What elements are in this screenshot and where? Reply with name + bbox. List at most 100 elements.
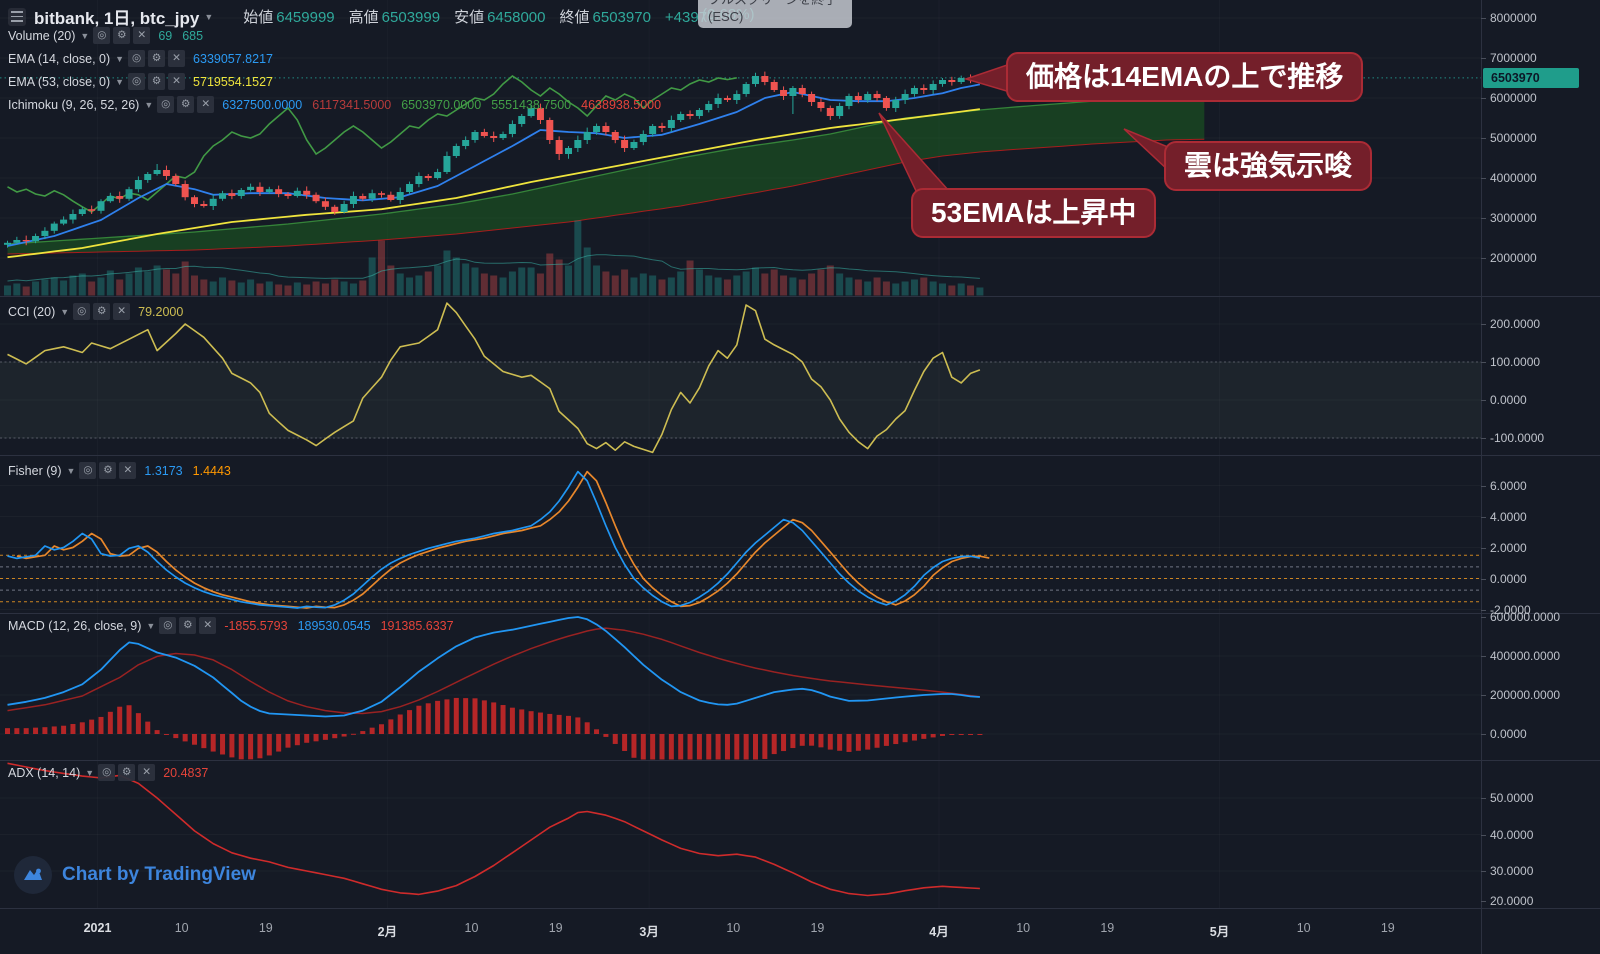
time-label: 4月: [929, 925, 949, 939]
chevron-down-icon[interactable]: ▼: [115, 53, 125, 64]
menu-icon[interactable]: [8, 7, 26, 26]
remove-indicator-button[interactable]: ✕: [197, 96, 215, 113]
price-scale-border: [1481, 0, 1482, 954]
indicator-title[interactable]: Volume (20): [8, 28, 76, 43]
indicator-buttons: ◎ ⚙ ✕: [159, 617, 217, 634]
hide-indicator-button[interactable]: ◎: [128, 73, 146, 90]
indicator-value: 6327500.0000: [222, 97, 303, 112]
remove-indicator-button[interactable]: ✕: [168, 50, 186, 67]
remove-indicator-button[interactable]: ✕: [133, 27, 151, 44]
pane-fisher: [0, 470, 1481, 609]
hide-indicator-button[interactable]: ◎: [93, 27, 111, 44]
chevron-down-icon[interactable]: ▼: [146, 620, 156, 631]
indicator-values: 6327500.0000 6117341.5000 6503970.0000 5551…: [222, 98, 671, 112]
indicator-settings-button[interactable]: ⚙: [113, 27, 131, 44]
axis-label: 100.0000: [1481, 355, 1600, 369]
indicator-settings-button[interactable]: ⚙: [118, 764, 136, 781]
hide-indicator-button[interactable]: ◎: [128, 50, 146, 67]
axis-label: 3000000: [1481, 211, 1600, 225]
indicator-title[interactable]: ADX (14, 14): [8, 765, 81, 780]
pane-macd: [5, 616, 983, 760]
chevron-down-icon[interactable]: ▼: [85, 767, 95, 778]
indicator-title[interactable]: Fisher (9): [8, 463, 62, 478]
chevron-down-icon[interactable]: ▼: [66, 465, 76, 476]
chevron-down-icon[interactable]: ▼: [80, 30, 90, 41]
hide-indicator-button[interactable]: ◎: [157, 96, 175, 113]
indicator-title[interactable]: MACD (12, 26, close, 9): [8, 618, 142, 633]
time-label: 19: [258, 921, 273, 935]
indicator-settings-button[interactable]: ⚙: [148, 50, 166, 67]
remove-indicator-button[interactable]: ✕: [119, 462, 137, 479]
pane-separator[interactable]: [0, 455, 1600, 456]
indicator-settings-button[interactable]: ⚙: [179, 617, 197, 634]
chevron-down-icon[interactable]: ▼: [115, 76, 125, 87]
tooltip-text: フルスクリーンを終了: [708, 0, 842, 8]
pane-separator[interactable]: [0, 296, 1600, 297]
axis-label: 4.0000: [1481, 510, 1600, 524]
chevron-down-icon[interactable]: ▼: [144, 99, 154, 110]
indicator-settings-button[interactable]: ⚙: [148, 73, 166, 90]
tradingview-logo-icon: [14, 856, 52, 894]
tradingview-brand-text: Chart by TradingView: [62, 864, 256, 885]
legend-adx: ADX (14, 14) ▼ ◎ ⚙ ✕ 20.4837: [8, 764, 218, 781]
remove-indicator-button[interactable]: ✕: [168, 73, 186, 90]
axis-label: 20.0000: [1481, 894, 1600, 908]
indicator-title[interactable]: CCI (20): [8, 304, 56, 319]
hide-indicator-button[interactable]: ◎: [79, 462, 97, 479]
remove-indicator-button[interactable]: ✕: [199, 617, 217, 634]
indicator-values: -1855.5793 189530.0545 191385.6337: [224, 619, 463, 633]
indicator-values: 6339057.8217: [193, 52, 283, 66]
indicator-value: 4638938.5000: [581, 97, 662, 112]
legend-ema14: EMA (14, close, 0) ▼ ◎ ⚙ ✕ 6339057.8217: [8, 50, 283, 67]
axis-label: 6.0000: [1481, 479, 1600, 493]
axis-label: 30.0000: [1481, 864, 1600, 878]
indicator-title[interactable]: Ichimoku (9, 26, 52, 26): [8, 97, 140, 112]
indicator-value: 1.3173: [144, 463, 183, 478]
chevron-down-icon[interactable]: ▼: [60, 306, 70, 317]
time-label: 19: [548, 921, 563, 935]
hide-indicator-button[interactable]: ◎: [73, 303, 91, 320]
time-scale[interactable]: 2021 10 19 2月 10 19 3月 10 19 4月 10 19 5月 10 19: [0, 909, 1481, 954]
close-label: 終値: [559, 9, 590, 26]
indicator-value: -1855.5793: [224, 618, 288, 633]
low-label: 安値: [454, 9, 485, 26]
chevron-down-icon[interactable]: ▼: [204, 11, 214, 22]
symbol-title[interactable]: bitbank, 1日, btc_jpy: [34, 9, 200, 28]
axis-label: 600000.0000: [1481, 610, 1600, 624]
pane-cci: [0, 302, 1481, 454]
indicator-values: 5719554.1527: [193, 75, 283, 89]
indicator-settings-button[interactable]: ⚙: [99, 462, 117, 479]
indicator-buttons: ◎ ⚙ ✕: [73, 303, 131, 320]
axis-label: 2.0000: [1481, 541, 1600, 555]
callout-cloud-bullish[interactable]: 雲は強気示唆: [1164, 141, 1373, 192]
tradingview-logo[interactable]: Chart by TradingView: [14, 856, 256, 894]
time-label: 10: [1296, 921, 1311, 935]
time-label: 5月: [1209, 925, 1230, 939]
axis-label: 50.0000: [1481, 791, 1600, 805]
axis-label: 0.0000: [1481, 727, 1600, 741]
indicator-settings-button[interactable]: ⚙: [93, 303, 111, 320]
pane-separator[interactable]: [0, 760, 1600, 761]
indicator-values: 20.4837: [163, 766, 218, 780]
time-label: 2月: [377, 925, 398, 939]
symbol-title-row: bitbank, 1日, btc_jpy ▼ 始値 6459999 高値 65039…: [8, 4, 715, 29]
hide-indicator-button[interactable]: ◎: [98, 764, 116, 781]
callout-price-above-ema14[interactable]: 価格は14EMAの上で推移: [1006, 52, 1364, 103]
indicator-settings-button[interactable]: ⚙: [177, 96, 195, 113]
remove-indicator-button[interactable]: ✕: [113, 303, 131, 320]
indicator-value: 6117341.5000: [312, 97, 392, 112]
remove-indicator-button[interactable]: ✕: [138, 764, 156, 781]
time-label: 2021: [83, 921, 112, 935]
hide-indicator-button[interactable]: ◎: [159, 617, 177, 634]
indicator-title[interactable]: EMA (53, close, 0): [8, 74, 111, 89]
axis-label: 400000.0000: [1481, 649, 1600, 663]
pane-separator[interactable]: [0, 613, 1600, 614]
axis-label: -2.0000: [1481, 603, 1600, 617]
price-scale[interactable]: 8000000 7000000 6000000 5000000 4000000 30000…: [1481, 0, 1600, 954]
axis-label: 200000.0000: [1481, 688, 1600, 702]
indicator-value: 1.4443: [192, 463, 231, 478]
indicator-title[interactable]: EMA (14, close, 0): [8, 51, 111, 66]
callout-ema53-rising[interactable]: 53EMAは上昇中: [911, 188, 1157, 239]
tooltip-esc-hint: (ESC): [708, 9, 744, 24]
